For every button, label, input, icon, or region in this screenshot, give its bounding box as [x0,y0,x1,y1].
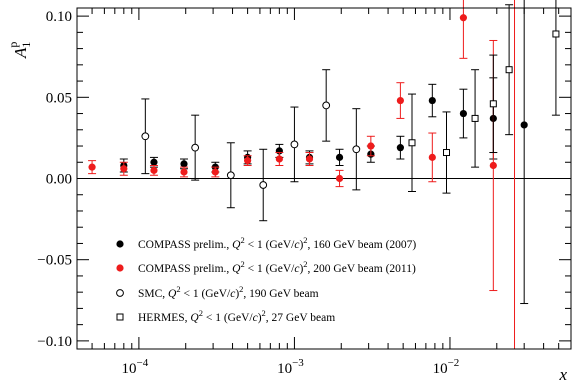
data-point [305,155,314,163]
legend-entry: COMPASS prelim., Q2 < 1 (GeV/c)2, 160 Ge… [138,235,416,251]
x-tick-label: 10−2 [433,357,460,377]
data-point [211,168,219,176]
y-tick-label: 0.00 [46,172,72,188]
data-point [120,165,128,173]
data-point [180,160,188,168]
data-point [352,145,361,154]
data-point [489,161,497,170]
series-3 [407,0,560,194]
data-point [226,171,235,180]
data-point [322,101,331,110]
data-point [367,142,375,150]
data-point [335,174,344,183]
y-tick-label: −0.05 [37,253,72,269]
data-point [505,66,513,74]
y-tick-label: −0.10 [37,334,72,350]
data-point [459,109,468,118]
legend-marker [116,264,124,272]
data-point [244,157,252,165]
data-point [552,30,560,38]
legend-marker [116,289,124,297]
series-0 [119,0,529,305]
data-point [259,181,268,189]
data-point [520,121,528,129]
data-point [290,140,299,149]
data-point [150,158,158,166]
data-point [275,155,283,163]
data-point [489,100,497,108]
x-axis-title: x [558,365,567,384]
data-point [428,96,436,105]
y-tick-label: 0.05 [46,90,72,106]
legend-entry: HERMES, Q2 < 1 (GeV/c)2, 27 GeV beam [138,308,335,324]
legend-marker [116,313,124,321]
data-point [396,96,404,105]
data-point [88,163,96,171]
data-point [408,139,416,147]
legend-entry: COMPASS prelim., Q2 < 1 (GeV/c)2, 200 Ge… [138,259,416,275]
series-1 [88,0,516,349]
data-point [471,114,479,122]
legend: COMPASS prelim., Q2 < 1 (GeV/c)2, 160 Ge… [116,235,416,324]
y-tick-label: 0.10 [46,9,72,25]
series-2 [141,69,361,222]
legend-marker [116,240,124,248]
data-point [180,168,188,176]
data-point [191,143,200,152]
data-point [396,144,404,152]
data-point [141,132,150,141]
data-point [443,149,451,157]
x-tick-label: 10−4 [122,357,149,377]
data-point [459,14,468,22]
data-point [335,153,344,161]
y-axis-title: A1p [6,42,33,59]
data-point [428,153,436,161]
x-tick-label: 10−3 [277,357,304,377]
legend-entry: SMC, Q2 < 1 (GeV/c)2, 190 GeV beam [138,284,319,300]
data-point [150,166,158,174]
